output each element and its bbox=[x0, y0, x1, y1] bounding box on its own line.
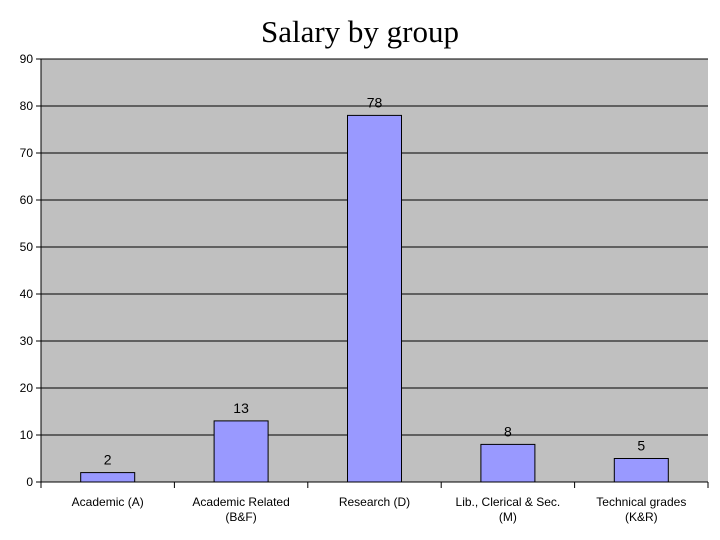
x-category-line: (B&F) bbox=[225, 510, 256, 524]
y-tick-label: 70 bbox=[20, 146, 34, 160]
x-category-line: (K&R) bbox=[625, 510, 658, 524]
x-axis-categories: Academic (A) Academic Related (B&F) Researc… bbox=[40, 482, 709, 524]
y-tick-label: 50 bbox=[20, 240, 34, 254]
bar bbox=[80, 472, 136, 483]
data-label: 8 bbox=[504, 423, 512, 439]
x-category-label: Research (D) bbox=[339, 495, 410, 509]
y-tick-label: 80 bbox=[20, 99, 34, 113]
y-axis-ticks: 0 10 20 30 40 50 60 70 80 90 bbox=[20, 52, 41, 489]
x-category-line: Technical grades bbox=[596, 495, 686, 509]
y-tick-label: 20 bbox=[20, 381, 34, 395]
bars bbox=[80, 114, 669, 483]
bar bbox=[613, 458, 669, 483]
bar bbox=[213, 420, 269, 483]
data-label: 5 bbox=[637, 438, 645, 454]
data-labels: 2 13 78 8 5 bbox=[104, 94, 646, 467]
x-category-line: Academic Related bbox=[192, 495, 289, 509]
x-category-label: Lib., Clerical & Sec. (M) bbox=[456, 495, 561, 524]
y-tick-label: 30 bbox=[20, 334, 34, 348]
x-category-label: Academic (A) bbox=[72, 495, 144, 509]
x-category-label: Academic Related (B&F) bbox=[192, 495, 289, 524]
bar bbox=[480, 443, 536, 483]
y-tick-label: 0 bbox=[26, 475, 33, 489]
y-tick-label: 60 bbox=[20, 193, 34, 207]
x-category-line: Lib., Clerical & Sec. bbox=[456, 495, 561, 509]
y-tick-label: 10 bbox=[20, 428, 34, 442]
data-label: 78 bbox=[367, 94, 383, 110]
chart-title: Salary by group bbox=[260, 14, 460, 49]
x-category-line: (M) bbox=[499, 510, 517, 524]
data-label: 13 bbox=[233, 400, 249, 416]
x-category-line: Research (D) bbox=[339, 495, 410, 509]
y-tick-label: 90 bbox=[20, 52, 34, 66]
x-category-line: Academic (A) bbox=[72, 495, 144, 509]
bar bbox=[347, 114, 402, 483]
x-category-label: Technical grades (K&R) bbox=[596, 495, 686, 524]
data-label: 2 bbox=[104, 452, 112, 468]
y-tick-label: 40 bbox=[20, 287, 34, 301]
